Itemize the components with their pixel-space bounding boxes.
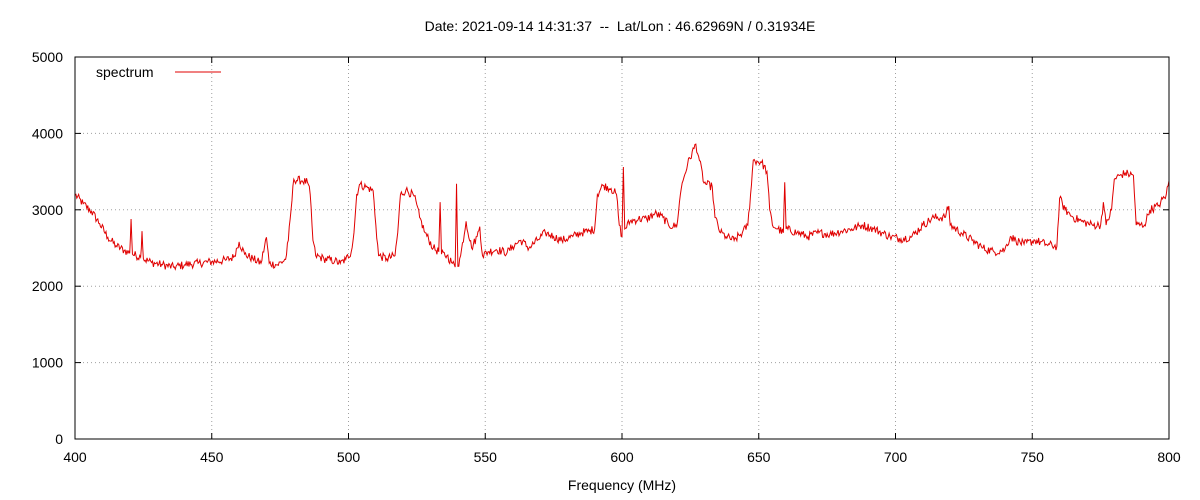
x-tick-label: 450 [200,449,224,465]
x-tick-label: 600 [610,449,634,465]
legend: spectrum [96,64,221,80]
y-tick-label: 0 [55,431,63,447]
y-tick-label: 3000 [32,202,63,218]
x-tick-label: 800 [1157,449,1181,465]
y-tick-label: 1000 [32,355,63,371]
x-tick-label: 500 [337,449,361,465]
y-tick-label: 4000 [32,125,63,141]
y-tick-label: 5000 [32,49,63,65]
x-axis-label: Frequency (MHz) [567,477,677,493]
x-tick-label: 750 [1021,449,1045,465]
plot-frame [74,56,1170,440]
y-tick-label: 2000 [32,278,63,294]
x-tick-label: 700 [884,449,908,465]
x-tick-label: 400 [63,449,87,465]
legend-label: spectrum [96,64,154,80]
x-tick-label: 650 [747,449,771,465]
chart-title: Date: 2021-09-14 14:31:37 -- Lat/Lon : 4… [424,18,816,34]
series-line-spectrum [74,143,1170,271]
tick-labels: 400 450 500 550 600 650 700 750 800 0 1000 2000 3000… [32,49,1181,465]
series-layer [74,143,1170,271]
x-tick-label: 550 [474,449,498,465]
